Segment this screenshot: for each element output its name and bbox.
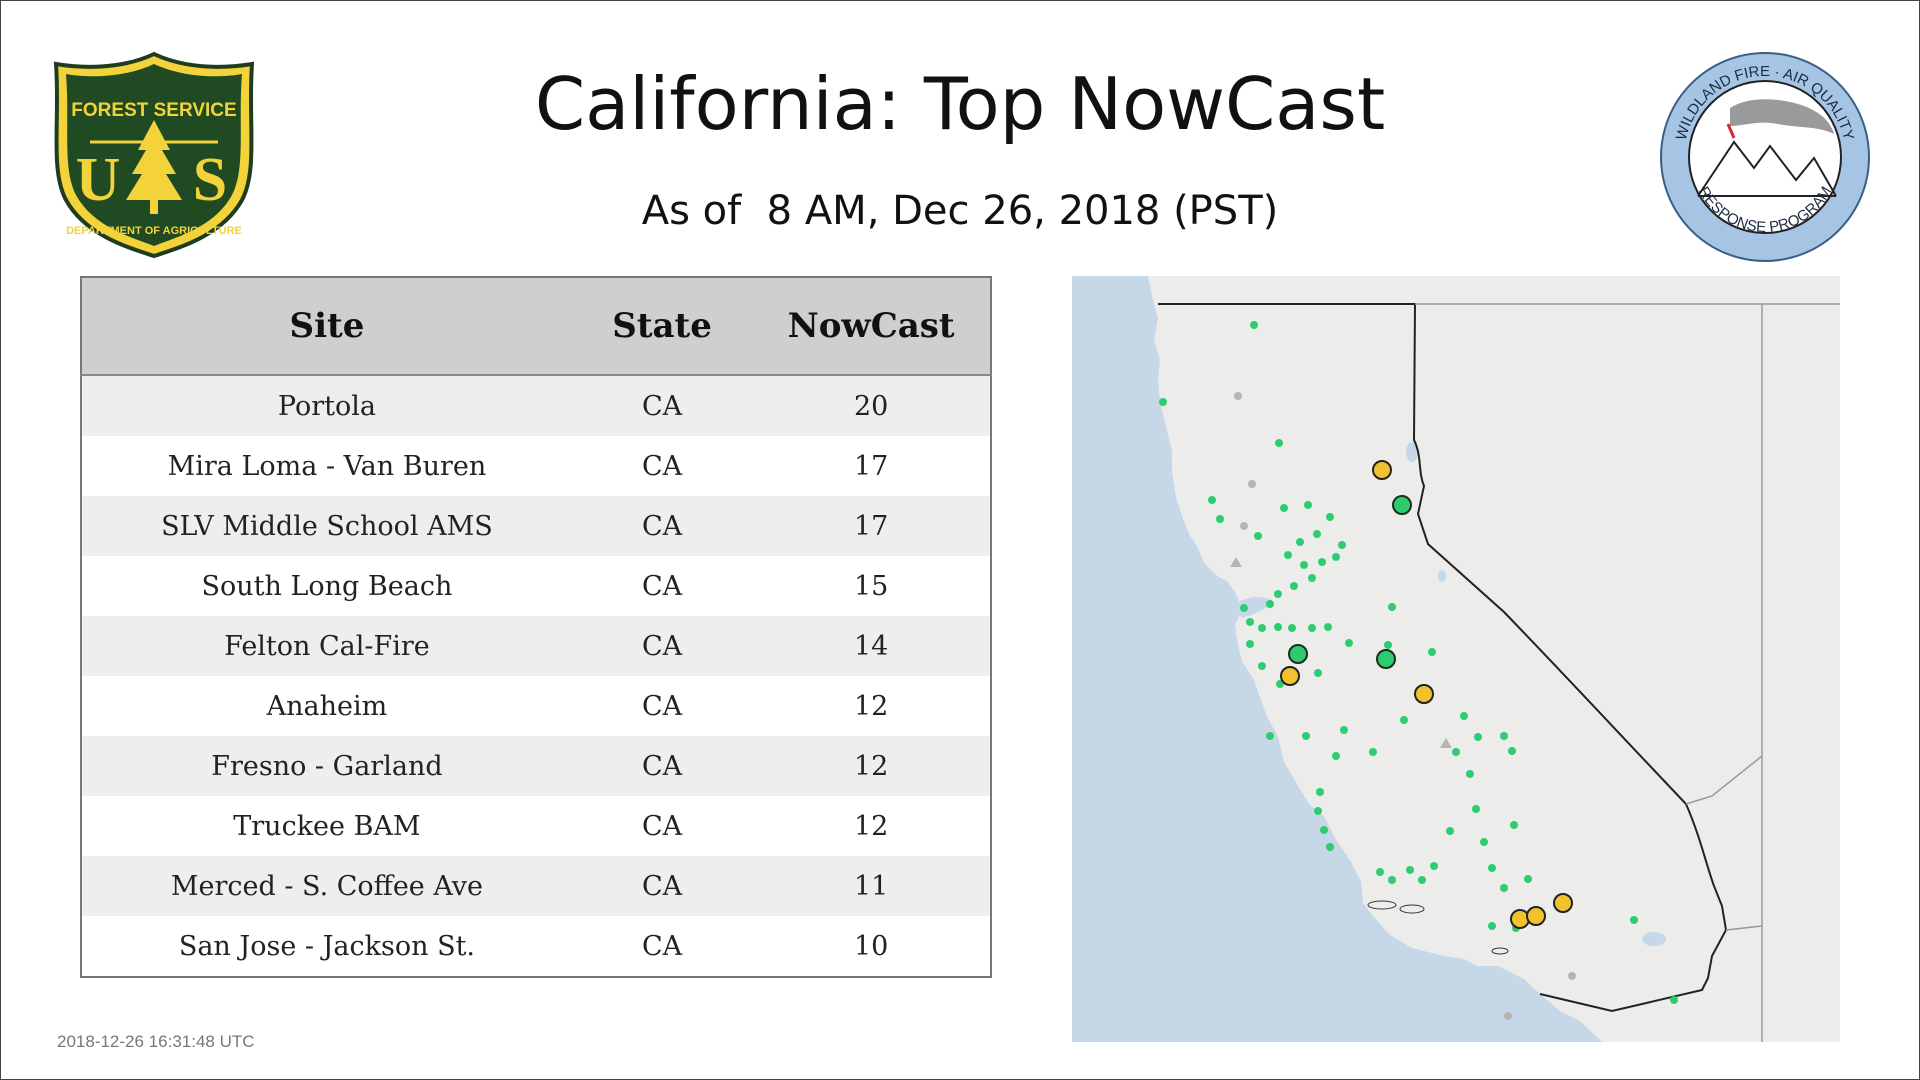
cell-state: CA <box>571 616 753 676</box>
good-large-markers <box>1288 495 1412 669</box>
cell-nowcast: 12 <box>752 736 991 796</box>
table-row: San Jose - Jackson St. CA 10 <box>81 916 991 977</box>
svg-text:U: U <box>76 146 121 214</box>
cell-nowcast: 12 <box>752 676 991 736</box>
table-row: Mira Loma - Van Buren CA 17 <box>81 436 991 496</box>
cell-nowcast: 17 <box>752 436 991 496</box>
cell-nowcast: 12 <box>752 796 991 856</box>
state-borders <box>1415 303 1840 1042</box>
cell-state: CA <box>571 736 753 796</box>
island <box>1367 900 1397 910</box>
lake <box>1406 442 1418 462</box>
header-state: State <box>571 277 753 376</box>
forest-service-logo: FOREST SERVICE U S DEPARTMENT OF AGRICUL… <box>53 51 255 259</box>
cell-state: CA <box>571 556 753 616</box>
inactive-markers <box>1230 392 1576 1020</box>
cell-state: CA <box>571 676 753 736</box>
table-row: Truckee BAM CA 12 <box>81 796 991 856</box>
cell-nowcast: 15 <box>752 556 991 616</box>
cell-site: Merced - S. Coffee Ave <box>81 856 572 916</box>
cell-state: CA <box>571 436 753 496</box>
table-row: Portola CA 20 <box>81 375 991 436</box>
salton-sea <box>1642 932 1666 946</box>
island <box>1491 947 1509 955</box>
land <box>1148 276 1840 1042</box>
cell-site: Mira Loma - Van Buren <box>81 436 572 496</box>
cell-site: Fresno - Garland <box>81 736 572 796</box>
svg-text:S: S <box>193 146 227 214</box>
cell-site: Portola <box>81 375 572 436</box>
state-borders <box>1158 303 1728 1013</box>
header-site: Site <box>81 277 572 376</box>
cell-site: Anaheim <box>81 676 572 736</box>
bay <box>1232 597 1272 618</box>
cell-nowcast: 11 <box>752 856 991 916</box>
timestamp: 2018-12-26 16:31:48 UTC <box>57 1032 255 1051</box>
cell-state: CA <box>571 856 753 916</box>
cell-site: Felton Cal-Fire <box>81 616 572 676</box>
nowcast-table: Site State NowCast Portola CA 20 Mira Loma… <box>80 276 992 978</box>
table-row: Felton Cal-Fire CA 14 <box>81 616 991 676</box>
wildland-fire-aq-logo: WILDLAND FIRE · AIR QUALITY RESPONSE PRO… <box>1660 52 1870 262</box>
cell-nowcast: 14 <box>752 616 991 676</box>
lake <box>1438 570 1446 582</box>
cell-site: SLV Middle School AMS <box>81 496 572 556</box>
cell-state: CA <box>571 796 753 856</box>
moderate-markers <box>1280 460 1573 929</box>
table-header-row: Site State NowCast <box>81 277 991 376</box>
header-nowcast: NowCast <box>752 277 991 376</box>
cell-site: San Jose - Jackson St. <box>81 916 572 977</box>
svg-text:FOREST SERVICE: FOREST SERVICE <box>71 100 236 121</box>
cell-state: CA <box>571 916 753 977</box>
cell-nowcast: 10 <box>752 916 991 977</box>
cell-nowcast: 20 <box>752 375 991 436</box>
sensor-markers <box>1159 321 1678 1020</box>
cell-state: CA <box>571 496 753 556</box>
page-title: California: Top NowCast <box>534 62 1386 146</box>
table-row: Fresno - Garland CA 12 <box>81 736 991 796</box>
cell-nowcast: 17 <box>752 496 991 556</box>
cell-site: South Long Beach <box>81 556 572 616</box>
island <box>1399 904 1425 914</box>
table-row: South Long Beach CA 15 <box>81 556 991 616</box>
table-row: Merced - S. Coffee Ave CA 11 <box>81 856 991 916</box>
table-row: Anaheim CA 12 <box>81 676 991 736</box>
good-dots <box>1159 321 1678 1004</box>
table-row: SLV Middle School AMS CA 17 <box>81 496 991 556</box>
cell-state: CA <box>571 375 753 436</box>
svg-text:DEPARTMENT OF AGRICULTURE: DEPARTMENT OF AGRICULTURE <box>66 225 242 237</box>
page-subtitle: As of 8 AM, Dec 26, 2018 (PST) <box>641 188 1279 234</box>
cell-site: Truckee BAM <box>81 796 572 856</box>
california-map[interactable] <box>1072 276 1840 1042</box>
